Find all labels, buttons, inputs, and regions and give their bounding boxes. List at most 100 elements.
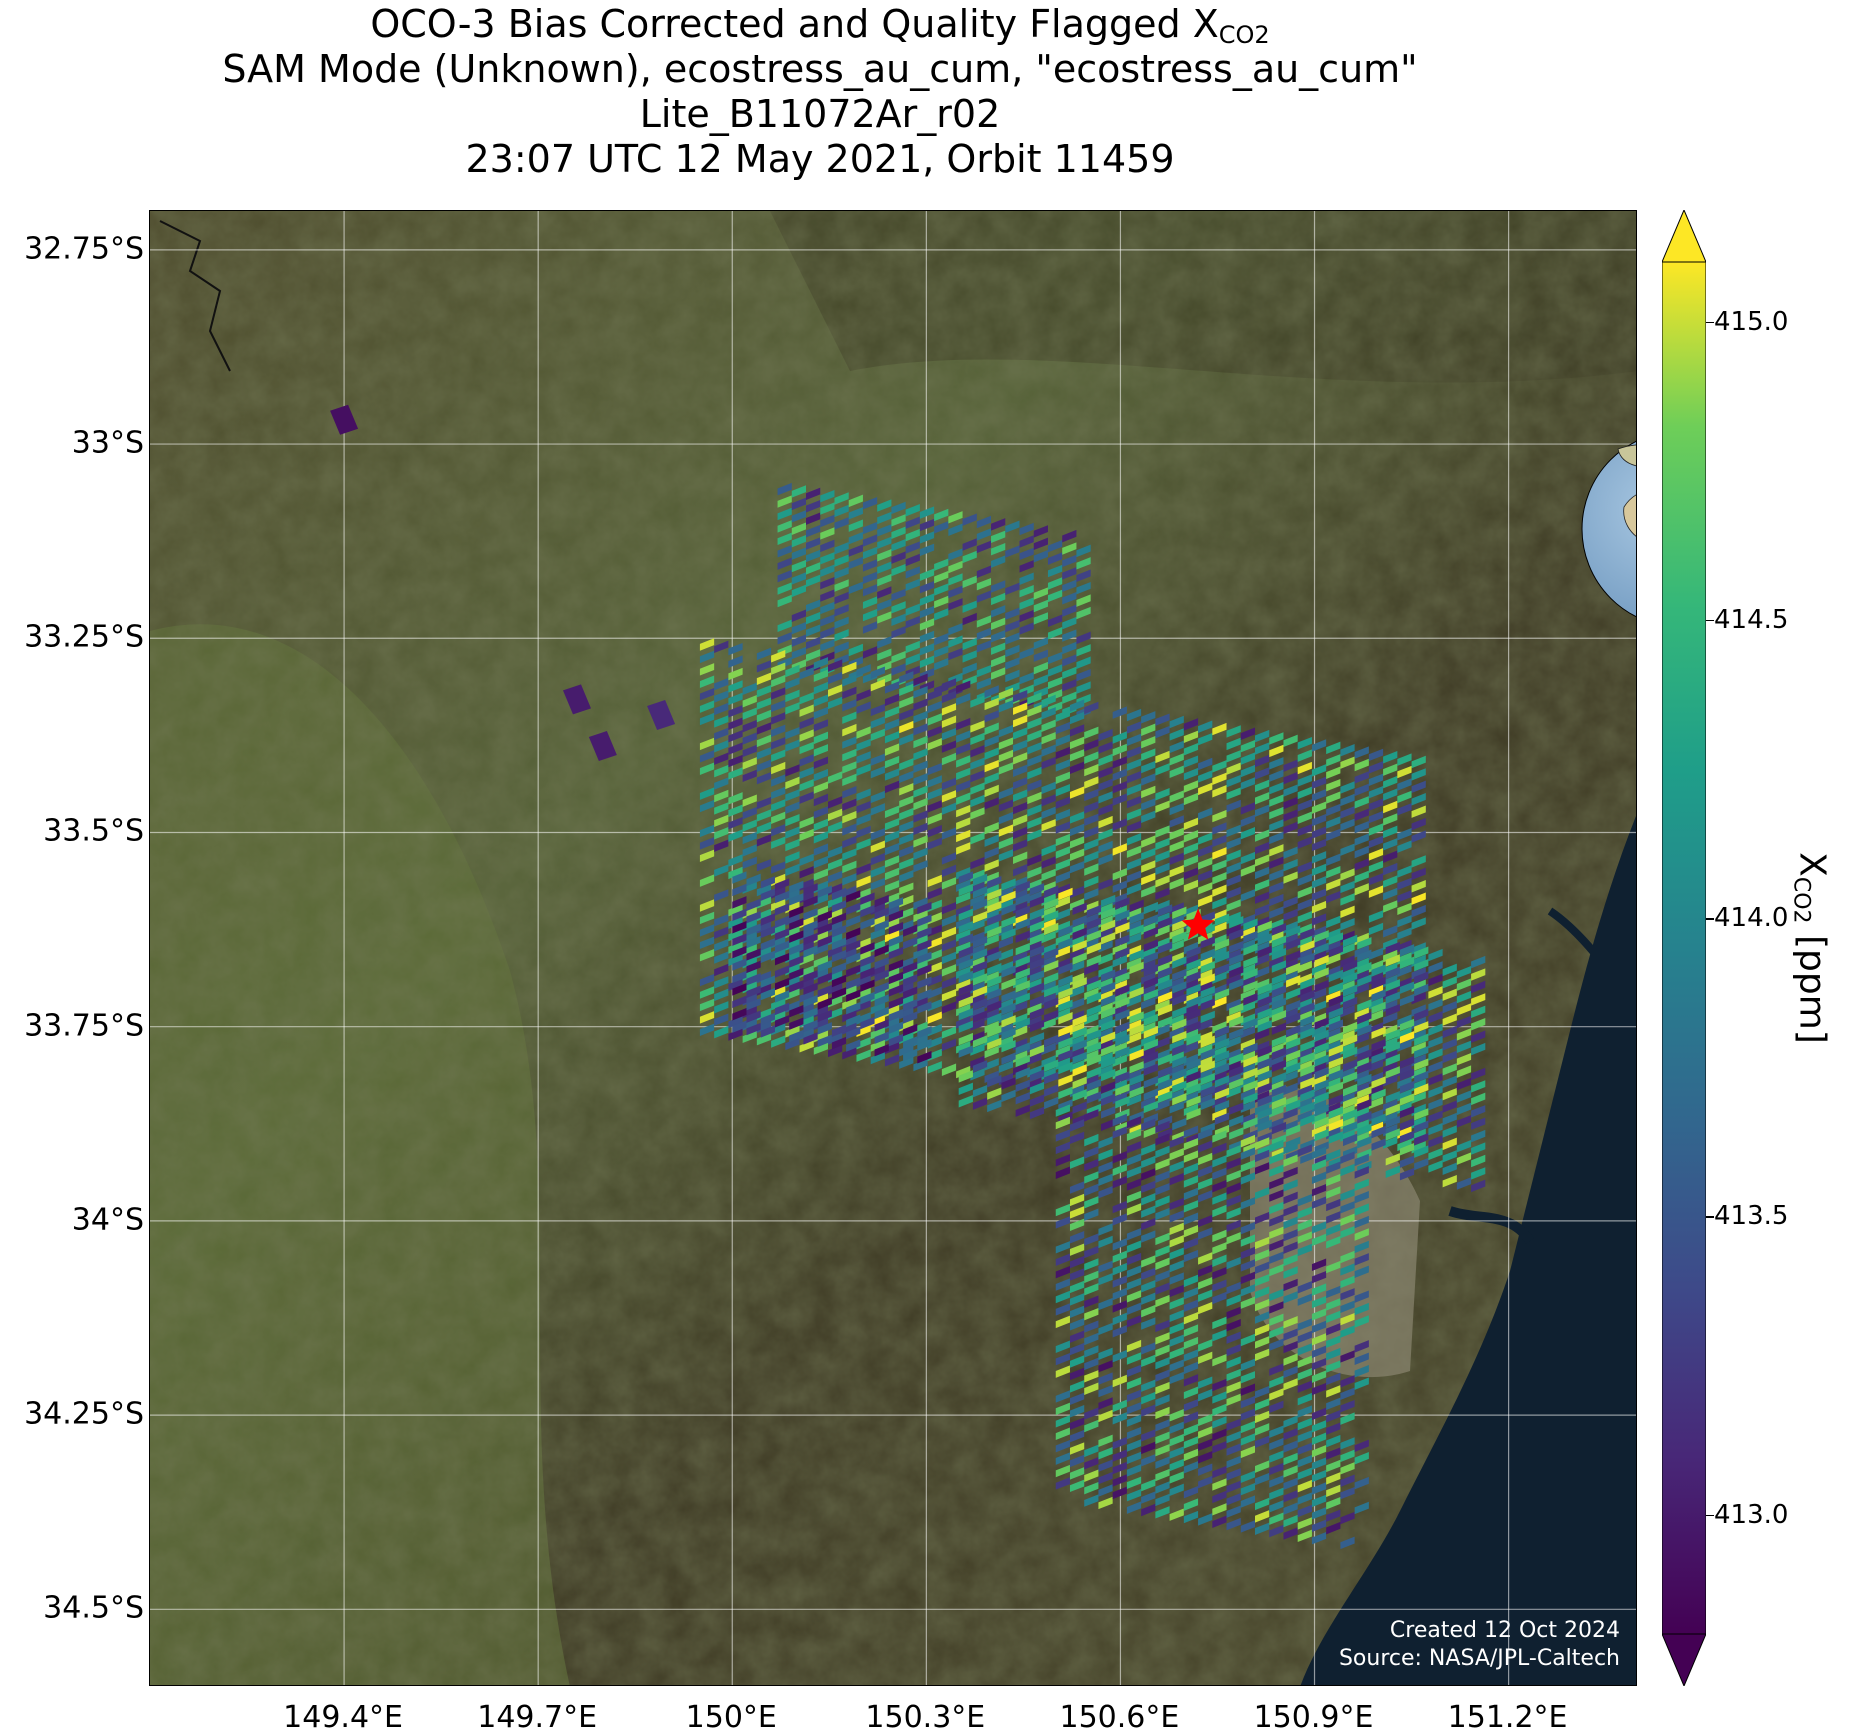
xco2-sounding [1311, 987, 1327, 1001]
xco2-sounding [1240, 1358, 1256, 1372]
xco2-sounding [874, 944, 889, 957]
xco2-sounding [1283, 1415, 1298, 1428]
xco2-sounding [1141, 748, 1156, 761]
xco2-sounding [1255, 1510, 1270, 1523]
xco2-sounding [1155, 825, 1170, 838]
xco2-sounding [1357, 937, 1372, 950]
xco2-sounding [1157, 904, 1173, 917]
xco2-sounding [1226, 911, 1241, 925]
xco2-sounding [1283, 1082, 1298, 1096]
xco2-sounding [1212, 847, 1227, 860]
xco2-sounding [1183, 1287, 1199, 1300]
xco2-sounding [1257, 1020, 1272, 1033]
xco2-sounding [1198, 1093, 1213, 1106]
xco2-sounding [699, 874, 715, 887]
xco2-sounding [1311, 764, 1327, 777]
xco2-sounding [1058, 1036, 1073, 1050]
xco2-sounding [1126, 1290, 1142, 1303]
xco2-sounding [1354, 957, 1369, 971]
xco2-sounding [1084, 1481, 1099, 1495]
xco2-sounding [1269, 1326, 1284, 1339]
xco2-sounding [1283, 1527, 1298, 1540]
xco2-sounding [813, 781, 829, 794]
xco2-sounding [1371, 1113, 1386, 1126]
xco2-sounding [1183, 1311, 1199, 1325]
xco2-sounding [1229, 1002, 1244, 1016]
xco2-sounding [1141, 1155, 1156, 1169]
xco2-sounding [1385, 1028, 1400, 1042]
xco2-sounding [1311, 1345, 1327, 1358]
xco2-sounding [1214, 1100, 1230, 1113]
xco2-sounding [1226, 899, 1241, 912]
xco2-sounding [1214, 913, 1230, 927]
xco2-sounding [813, 719, 829, 732]
xco2-sounding [1311, 776, 1327, 790]
xco2-sounding [899, 981, 914, 995]
xco2-sounding [1255, 779, 1270, 793]
xco2-sounding [1084, 913, 1099, 926]
xco2-sounding [1101, 894, 1116, 908]
xco2-sounding [1326, 915, 1341, 929]
xco2-sounding [927, 688, 942, 701]
xco2-sounding [1055, 883, 1070, 896]
xco2-sounding [1226, 1480, 1241, 1494]
xco2-sounding [1112, 1300, 1127, 1313]
xco2-sounding [948, 622, 963, 636]
xco2-sounding [1027, 866, 1042, 879]
xco2-sounding [813, 918, 829, 931]
xco2-sounding [913, 922, 928, 935]
xco2-sounding [1155, 974, 1170, 987]
xco2-sounding [1214, 1112, 1230, 1125]
xco2-sounding [1198, 1426, 1213, 1439]
xco2-sounding [1084, 1469, 1099, 1482]
xco2-sounding [1354, 1476, 1369, 1490]
xco2-sounding [1240, 814, 1256, 827]
xco2-sounding [884, 1054, 900, 1067]
xco2-sounding [1112, 979, 1127, 993]
xco2-sounding [1342, 959, 1358, 973]
xco2-sounding [1169, 1359, 1184, 1372]
xco2-sounding [1354, 1153, 1369, 1167]
xco2-sounding [1326, 1002, 1341, 1016]
xco2-sounding [842, 798, 857, 811]
xco2-sounding [899, 1006, 914, 1020]
xco2-sounding [1311, 1531, 1327, 1545]
lat-tick-label: 34°S [71, 1202, 144, 1238]
target-star-marker [1181, 908, 1215, 940]
xco2-sounding [1013, 988, 1028, 1001]
xco2-sounding [1269, 744, 1284, 758]
xco2-sounding [1112, 1250, 1127, 1263]
xco2-sounding [888, 922, 904, 935]
xco2-sounding [1013, 913, 1028, 927]
xco2-sounding [1414, 1033, 1429, 1046]
xco2-sounding [1155, 1049, 1170, 1062]
xco2-sounding [1269, 757, 1284, 770]
xco2-sounding [1141, 1180, 1156, 1194]
xco2-sounding [1200, 985, 1215, 999]
xco2-sounding [1229, 940, 1244, 954]
xco2-sounding [1311, 1074, 1327, 1088]
xco2-sounding [699, 762, 715, 775]
xco2-sounding [1076, 644, 1091, 657]
xco2-sounding [1112, 1486, 1127, 1500]
xco2-sounding [1183, 1324, 1199, 1337]
xco2-sounding [1169, 1297, 1184, 1310]
xco2-sounding [1098, 1496, 1113, 1510]
xco2-sounding [1340, 918, 1355, 931]
lat-tick-label: 33.5°S [43, 813, 144, 849]
xco2-sounding [1169, 1409, 1184, 1422]
xco2-sounding [1086, 929, 1102, 943]
xco2-sounding [777, 569, 792, 583]
xco2-sounding [1155, 1145, 1170, 1159]
xco2-sounding [998, 961, 1014, 974]
xco2-sounding [1226, 886, 1241, 900]
xco2-sounding [941, 1026, 957, 1039]
xco2-sounding [1328, 944, 1343, 958]
xco2-sounding [877, 511, 892, 525]
xco2-sounding [1047, 564, 1063, 578]
xco2-sounding [1269, 1080, 1284, 1093]
xco2-sounding [1214, 963, 1230, 976]
xco2-sounding [742, 757, 757, 770]
xco2-sounding [1257, 1119, 1272, 1132]
xco2-sounding [1255, 1077, 1270, 1091]
